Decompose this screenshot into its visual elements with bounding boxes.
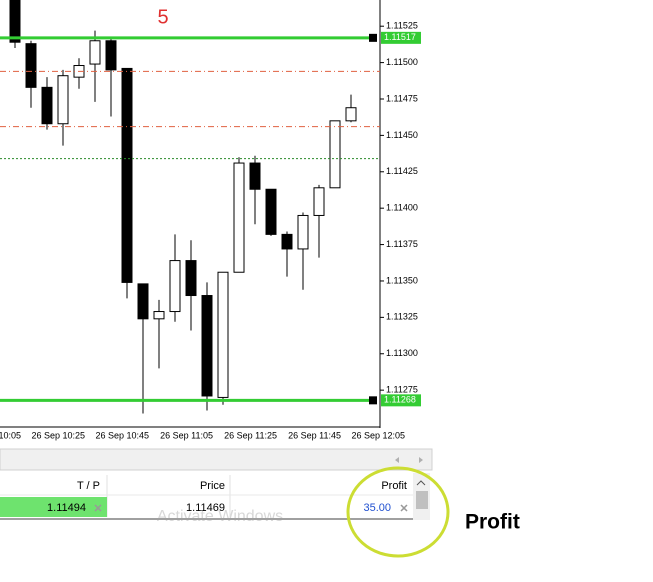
tp-cell [0, 497, 107, 517]
price-value: 1.11469 [186, 502, 225, 514]
candle-body [281, 233, 293, 250]
candle-body [297, 214, 309, 250]
y-tick-label: 1.11425 [386, 166, 418, 176]
callout: Profit [465, 511, 520, 534]
y-tick-label: 1.11350 [386, 275, 418, 285]
scroll-up[interactable] [416, 480, 426, 486]
profit-value: 35.00 [363, 502, 391, 514]
annotation: 5 [157, 6, 168, 28]
candle-body [345, 107, 357, 122]
candle-body [137, 283, 149, 320]
candle-body [9, 0, 21, 43]
watermark: Activate Windows [157, 508, 283, 525]
y-tick-label: 1.11325 [386, 312, 418, 322]
y-tick-label: 1.11275 [386, 385, 418, 395]
header-tp[interactable]: T / P [77, 480, 100, 492]
candle-body [57, 75, 69, 125]
candle-body [329, 120, 341, 189]
plot-area [9, 0, 357, 414]
scroll-thumb[interactable] [416, 491, 428, 509]
line-handle [369, 396, 377, 405]
y-tick-label: 1.11300 [386, 348, 418, 358]
y-tick-label: 1.11375 [386, 239, 418, 249]
header-price[interactable]: Price [200, 480, 225, 492]
y-tick-label: 1.11525 [386, 21, 418, 31]
y-tick-label: 1.11450 [386, 130, 418, 140]
x-tick-label: 26 Sep 10:25 [31, 430, 85, 440]
y-tick-label: 1.11400 [386, 203, 418, 213]
price-tag-label: 1.11517 [384, 32, 416, 42]
candle-body [249, 162, 261, 190]
highlight-circle [346, 466, 450, 558]
candle-body [185, 260, 197, 297]
candle-body [313, 187, 325, 216]
candle-body [41, 86, 53, 125]
line-handle [369, 33, 377, 42]
close-icons[interactable] [94, 504, 408, 512]
candle-body [121, 67, 133, 283]
x-tick-label: 26 Sep 11:25 [224, 430, 277, 440]
y-tick-label: 1.11500 [386, 57, 418, 67]
tab-bar [0, 448, 433, 471]
candle-body [153, 311, 165, 320]
y-tick-label: 1.11475 [386, 93, 418, 103]
candle-body [169, 260, 181, 313]
x-tick-label: 26 Sep 12:05 [351, 430, 405, 440]
candle-body [201, 295, 213, 397]
x-tick-label: 26 Sep 11:05 [160, 430, 213, 440]
price-tag [381, 394, 421, 407]
x-tick-label: 10:05 [0, 430, 21, 440]
candle-body [105, 40, 117, 71]
x-tick-label: 26 Sep 10:45 [95, 430, 149, 440]
price-tag [381, 31, 421, 44]
header-profit[interactable]: Profit [381, 480, 407, 492]
candle-body [89, 40, 101, 65]
x-tick-label: 26 Sep 11:45 [288, 430, 341, 440]
price-tag-label: 1.11268 [384, 395, 416, 405]
candle-body [217, 271, 229, 398]
tp-value: 1.11494 [47, 502, 86, 514]
candle-body [25, 43, 37, 88]
candle-body [233, 162, 245, 273]
candle-body [265, 188, 277, 235]
